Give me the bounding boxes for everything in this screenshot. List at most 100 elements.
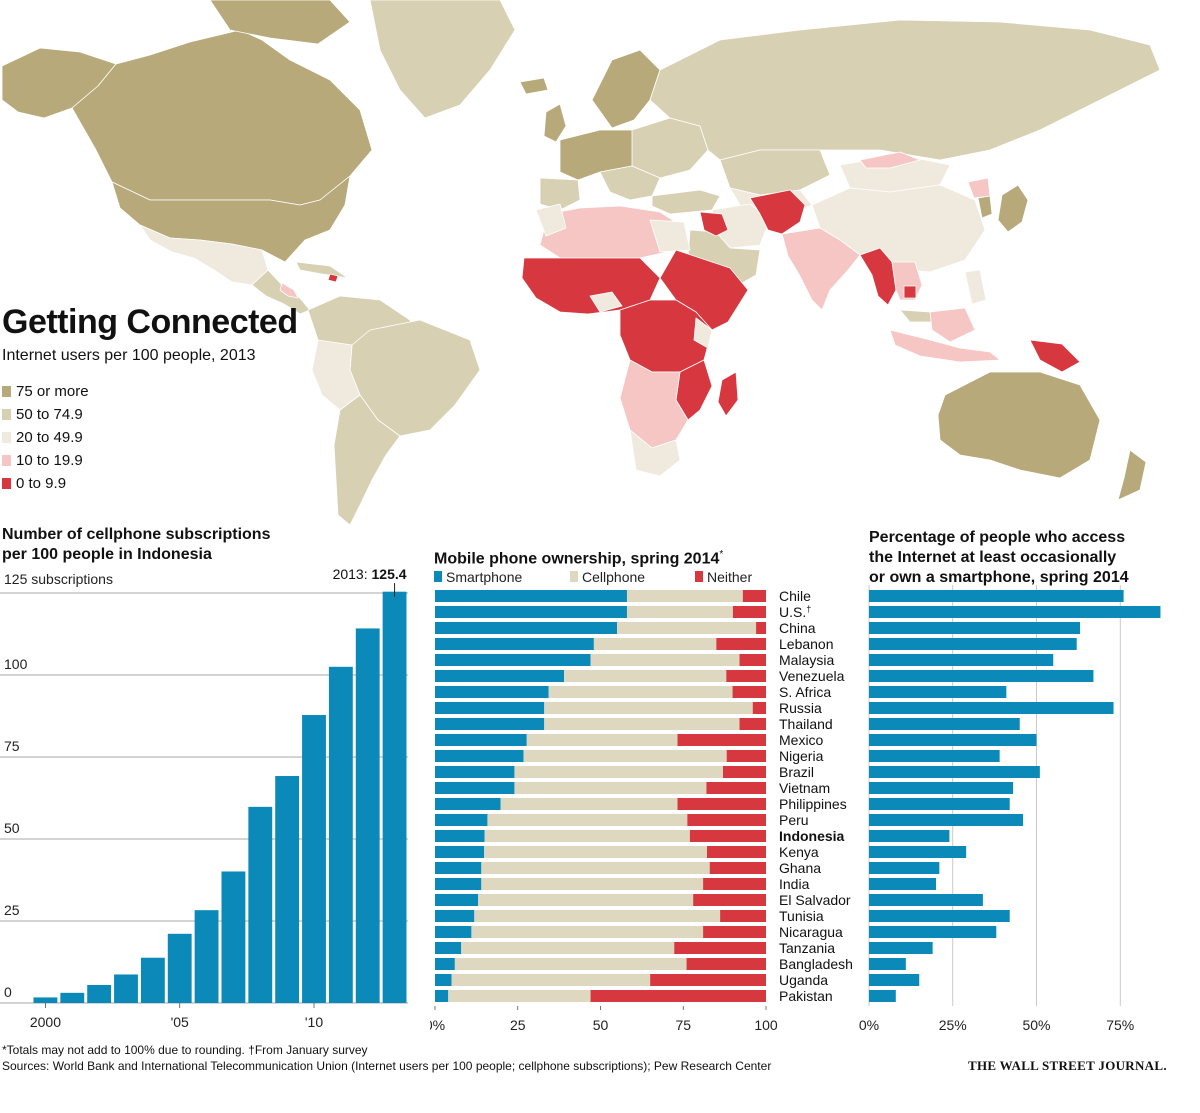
chart2-bar-segment bbox=[526, 734, 678, 746]
chart2-bar-segment bbox=[544, 718, 740, 730]
chart2-bar-segment bbox=[703, 878, 766, 890]
chart2-country-label: Mexico bbox=[779, 732, 824, 748]
chart2-legend-swatch bbox=[570, 571, 578, 582]
page-title: Getting Connected bbox=[2, 303, 298, 341]
chart2-country-label: Russia bbox=[779, 700, 822, 716]
legend-swatch bbox=[2, 478, 11, 489]
chart2-country-label: India bbox=[779, 876, 810, 892]
chart2-bar-segment bbox=[435, 766, 515, 778]
chart2-country-label: Lebanon bbox=[779, 636, 834, 652]
map-region-kenya bbox=[693, 317, 713, 349]
chart1-y-tick-label: 0 bbox=[4, 984, 12, 1000]
chart2-title-mark: * bbox=[719, 549, 724, 560]
chart3-bar bbox=[869, 990, 896, 1002]
chart1-y-tick-label: 25 bbox=[4, 902, 20, 918]
chart3-bar bbox=[869, 734, 1037, 746]
map-region-indonesia bbox=[889, 329, 1001, 363]
chart1-bar bbox=[275, 776, 300, 1003]
chart2-bar-segment bbox=[720, 910, 766, 922]
map-legend-item: 10 to 19.9 bbox=[2, 449, 89, 472]
chart2-bar-segment bbox=[448, 990, 591, 1002]
map-region-sudan-horn bbox=[659, 249, 749, 331]
legend-label: 75 or more bbox=[16, 383, 89, 400]
chart1-bar bbox=[140, 957, 165, 1003]
chart3-x-tick-label: 75% bbox=[1106, 1017, 1134, 1033]
chart2-bar-segment bbox=[474, 910, 721, 922]
chart1-title: Number of cellphone subscriptions per 10… bbox=[2, 525, 270, 565]
chart2-bar-segment bbox=[548, 686, 733, 698]
legend-label: 50 to 74.9 bbox=[16, 406, 83, 423]
chart1-bar bbox=[302, 715, 326, 1003]
chart1-annotation: 2013: 125.4 bbox=[333, 566, 407, 582]
chart2-bar-segment bbox=[454, 958, 687, 970]
chart2-title: Mobile phone ownership, spring 2014* bbox=[434, 545, 723, 569]
chart2-bar-segment bbox=[674, 942, 766, 954]
map-region-cambodia bbox=[903, 285, 917, 299]
chart2-bar-segment bbox=[703, 926, 766, 938]
chart2-bar-segment bbox=[709, 862, 766, 874]
publisher-logo: THE WALL STREET JOURNAL. bbox=[968, 1058, 1167, 1073]
chart2-bar-segment bbox=[739, 654, 766, 666]
chart2-bar-segment bbox=[435, 702, 545, 714]
chart2-bar-segment bbox=[726, 750, 766, 762]
chart2-bar-segment bbox=[742, 590, 766, 602]
chart2-legend-label: Neither bbox=[707, 569, 752, 585]
chart2-bar-segment bbox=[435, 718, 545, 730]
chart2-bar-segment bbox=[756, 622, 766, 634]
chart2-bar-segment bbox=[435, 926, 472, 938]
chart3-bar bbox=[869, 926, 997, 938]
chart2-country-label: Indonesia bbox=[779, 828, 845, 844]
chart1-title-line: Number of cellphone subscriptions bbox=[2, 526, 271, 543]
map-region-iberia bbox=[539, 177, 581, 211]
chart2-bar-segment bbox=[650, 974, 766, 986]
chart2-country-label: El Salvador bbox=[779, 892, 851, 908]
chart2-country-label: Nigeria bbox=[779, 748, 824, 764]
chart3-bar bbox=[869, 878, 936, 890]
chart2-bar-segment bbox=[677, 798, 766, 810]
map-region-morocco bbox=[535, 203, 567, 237]
chart2-bar-segment bbox=[435, 750, 524, 762]
chart1-bar bbox=[114, 974, 138, 1003]
map-region-russia bbox=[649, 19, 1161, 161]
map-region-bangladesh-myanmar bbox=[859, 247, 897, 306]
chart1-title-line: per 100 people in Indonesia bbox=[2, 546, 212, 563]
chart2-bar-segment bbox=[461, 942, 675, 954]
chart1-bar bbox=[221, 871, 246, 1003]
chart2-bar-segment bbox=[435, 670, 565, 682]
chart2-country-label: Chile bbox=[779, 588, 811, 604]
map-region-eastern-europe bbox=[631, 117, 709, 179]
chart3-bar bbox=[869, 766, 1040, 778]
map-region-nicaragua bbox=[279, 282, 299, 299]
chart2-bar-segment bbox=[435, 782, 515, 794]
map-region-iceland bbox=[519, 77, 549, 95]
chart3-title-line: or own a smartphone, spring 2014 bbox=[869, 569, 1129, 586]
map-legend-item: 50 to 74.9 bbox=[2, 403, 89, 426]
chart2-country-label: Bangladesh bbox=[779, 956, 853, 972]
chart3-x-tick-label: 50% bbox=[1022, 1017, 1050, 1033]
map-legend: 75 or more 50 to 74.9 20 to 49.9 10 to 1… bbox=[2, 380, 89, 495]
chart2-country-label: Ghana bbox=[779, 860, 821, 876]
chart3-bar bbox=[869, 622, 1081, 634]
chart2-country-label: Tunisia bbox=[779, 908, 824, 924]
chart1-bar bbox=[60, 992, 85, 1003]
map-legend-item: 75 or more bbox=[2, 380, 89, 403]
chart3-bar bbox=[869, 750, 1000, 762]
chart2-bar-segment bbox=[544, 702, 753, 714]
map-region-papua-new-guinea bbox=[1029, 339, 1081, 373]
chart2-bar-segment bbox=[435, 606, 627, 618]
chart2-bar-segment bbox=[435, 814, 488, 826]
chart1-bar bbox=[355, 628, 380, 1003]
chart2-x-tick-label: 0% bbox=[430, 1017, 445, 1033]
chart1-y-tick-label: 100 bbox=[4, 656, 28, 672]
chart2-bar-segment bbox=[435, 830, 485, 842]
chart2-bar-segment bbox=[514, 782, 707, 794]
chart2-bar-segment bbox=[487, 814, 688, 826]
chart3-x-tick-label: 0% bbox=[859, 1017, 879, 1033]
chart2-bar-segment bbox=[706, 782, 766, 794]
chart2-bar-segment bbox=[722, 766, 766, 778]
map-region-greenland bbox=[369, 0, 516, 119]
chart2-bar-segment bbox=[590, 654, 740, 666]
chart3-bar bbox=[869, 702, 1114, 714]
map-region-uk bbox=[543, 103, 567, 143]
chart2-bar-segment bbox=[626, 606, 733, 618]
